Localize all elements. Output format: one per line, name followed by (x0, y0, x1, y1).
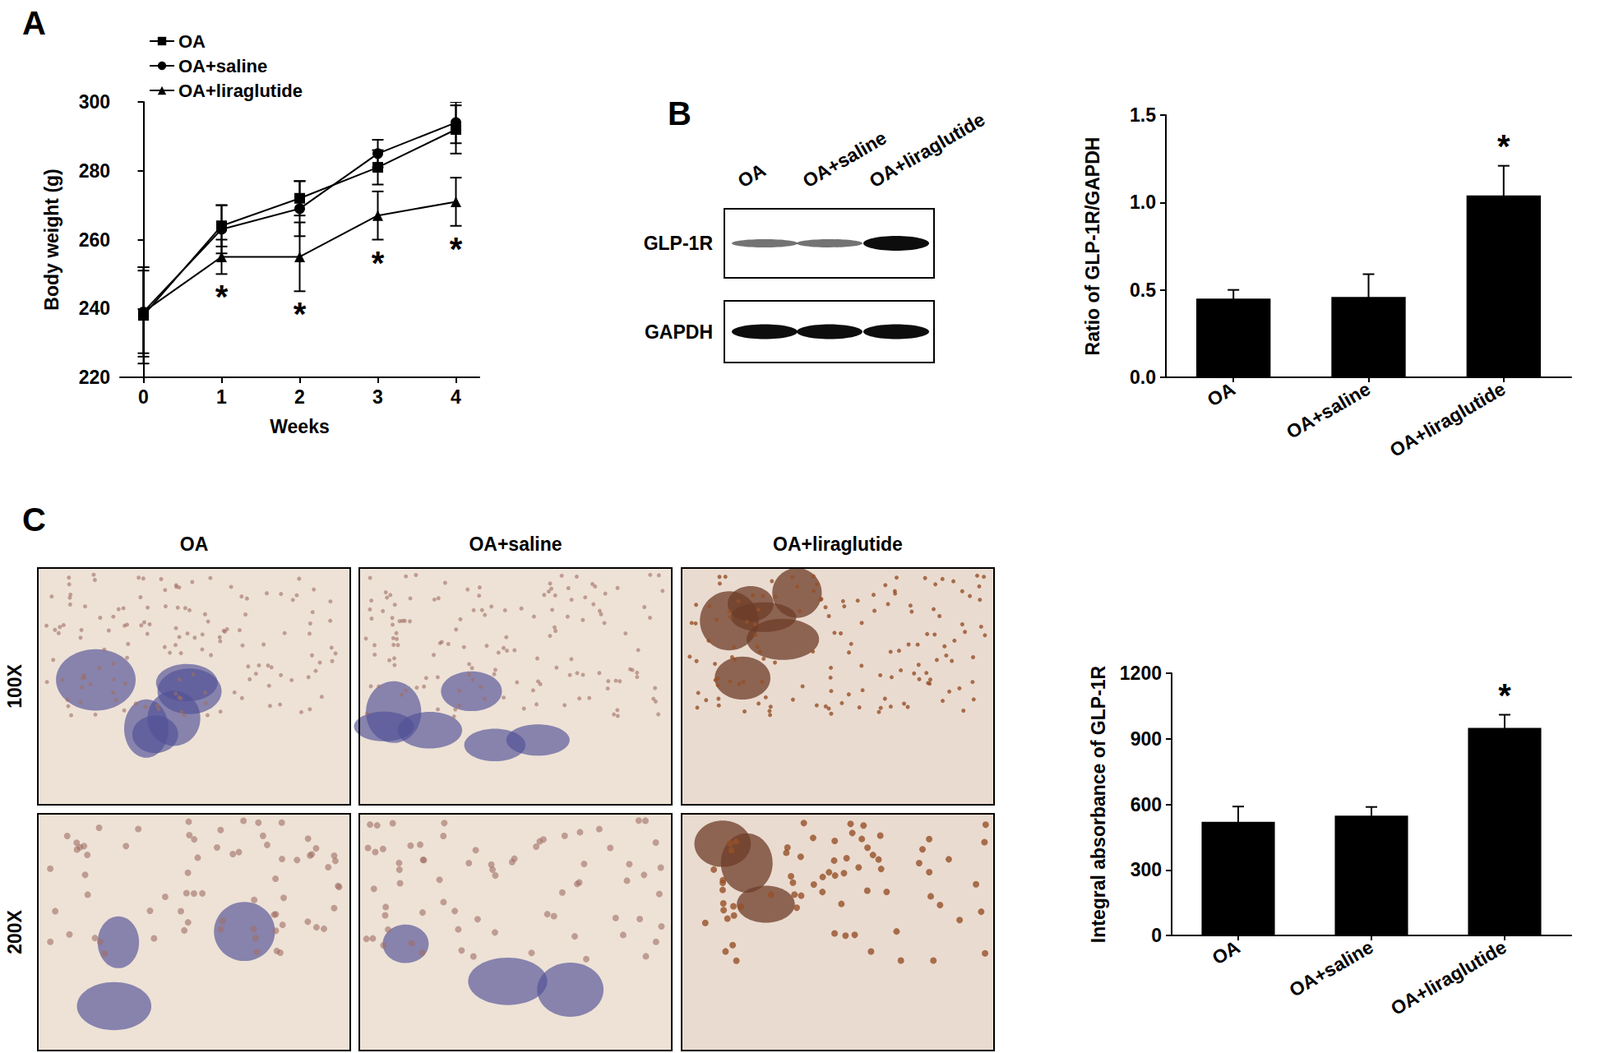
svg-text:GAPDH: GAPDH (644, 321, 713, 343)
svg-text:OA: OA (180, 533, 209, 555)
svg-text:260: 260 (78, 229, 111, 251)
svg-text:Weeks: Weeks (269, 416, 329, 438)
svg-text:240: 240 (78, 297, 111, 320)
svg-text:*: * (371, 245, 385, 282)
svg-text:*: * (1497, 128, 1511, 165)
svg-text:1.5: 1.5 (1129, 104, 1157, 126)
svg-text:0.5: 0.5 (1129, 279, 1157, 301)
svg-text:OA+saline: OA+saline (1285, 936, 1378, 1002)
svg-text:4: 4 (450, 386, 462, 408)
svg-text:B: B (667, 95, 692, 132)
svg-text:A: A (22, 4, 47, 42)
svg-text:GLP-1R: GLP-1R (643, 232, 714, 255)
svg-text:100X: 100X (4, 663, 26, 708)
svg-text:OA: OA (178, 31, 206, 52)
svg-text:220: 220 (78, 366, 111, 389)
svg-text:600: 600 (1130, 794, 1162, 816)
svg-text:OA+liraglutide: OA+liraglutide (178, 80, 303, 102)
svg-text:OA+saline: OA+saline (798, 126, 891, 192)
svg-text:*: * (449, 231, 463, 268)
svg-text:0: 0 (138, 386, 149, 408)
svg-text:0.0: 0.0 (1129, 366, 1157, 389)
svg-text:1200: 1200 (1119, 662, 1162, 685)
svg-text:OA: OA (734, 159, 770, 193)
svg-text:OA+liraglutide: OA+liraglutide (772, 533, 903, 555)
svg-text:0: 0 (1151, 924, 1162, 947)
svg-text:Integral absorbance of GLP-1R: Integral absorbance of GLP-1R (1087, 665, 1110, 944)
svg-text:OA+saline: OA+saline (178, 55, 268, 77)
svg-text:*: * (215, 278, 229, 315)
svg-text:1: 1 (216, 386, 227, 408)
svg-text:OA+liraglutide: OA+liraglutide (1386, 378, 1510, 462)
svg-text:Ratio of GLP-1R/GAPDH: Ratio of GLP-1R/GAPDH (1082, 137, 1104, 357)
svg-text:Body weight (g): Body weight (g) (41, 168, 63, 310)
svg-text:300: 300 (78, 91, 111, 113)
svg-text:OA+liraglutide: OA+liraglutide (1387, 936, 1511, 1020)
svg-text:OA+saline: OA+saline (468, 533, 562, 555)
svg-text:300: 300 (1130, 859, 1162, 881)
svg-text:*: * (293, 295, 307, 333)
svg-text:1.0: 1.0 (1129, 191, 1157, 213)
svg-text:200X: 200X (4, 909, 26, 954)
svg-text:C: C (22, 501, 47, 538)
svg-text:OA+liraglutide: OA+liraglutide (865, 108, 990, 192)
svg-text:*: * (1498, 677, 1512, 714)
svg-text:900: 900 (1130, 728, 1162, 750)
svg-text:3: 3 (372, 386, 384, 408)
svg-text:2: 2 (294, 386, 306, 408)
svg-text:OA+saline: OA+saline (1282, 378, 1374, 444)
svg-text:280: 280 (78, 160, 111, 182)
svg-text:OA: OA (1208, 936, 1244, 970)
svg-text:OA: OA (1203, 378, 1240, 412)
